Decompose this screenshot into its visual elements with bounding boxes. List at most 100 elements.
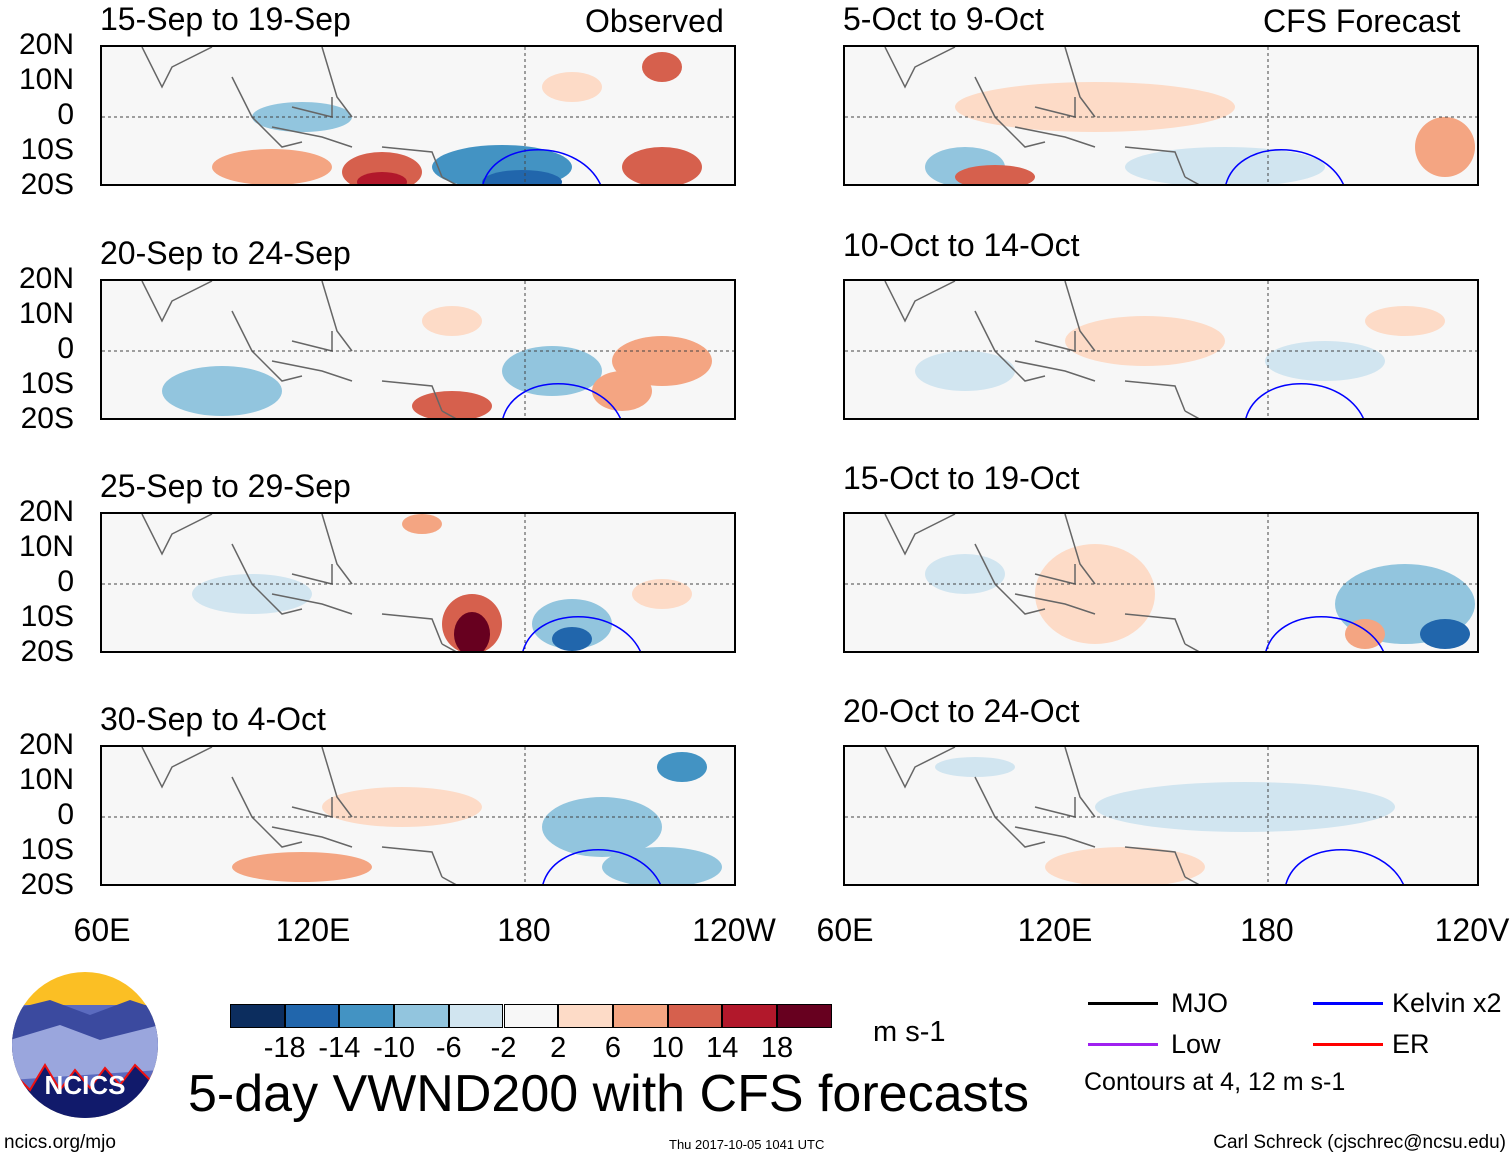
lon-label: 120E — [1017, 912, 1093, 948]
colorbar-units: m s-1 — [873, 1016, 946, 1048]
legend-line-er — [1313, 1043, 1383, 1046]
lon-label: 120W — [692, 912, 776, 948]
logo-text: NCICS — [45, 1070, 126, 1100]
colorbar-tick-label: -10 — [373, 1032, 416, 1064]
kelvin-contour — [1245, 383, 1364, 418]
anomaly-shade — [212, 149, 332, 184]
contour-note: Contours at 4, 12 m s-1 — [1084, 1068, 1346, 1096]
anomaly-shade — [542, 72, 602, 102]
lat-label: 10N — [18, 297, 74, 330]
lon-label: 60E — [73, 912, 131, 948]
anomaly-shade — [1265, 341, 1385, 381]
kelvin-contour — [1265, 616, 1384, 651]
anomaly-shade — [632, 579, 692, 609]
colorbar-tick-label: -14 — [318, 1032, 361, 1064]
colorbar-tick-label: -2 — [490, 1032, 517, 1064]
legend-line-mjo — [1088, 1002, 1158, 1005]
anomaly-shade — [642, 52, 682, 82]
lon-label: 180 — [497, 912, 551, 948]
panel-date-label: 10-Oct to 14-Oct — [843, 227, 1080, 263]
footer-url: ncics.org/mjo — [4, 1132, 116, 1153]
anomaly-shade — [1415, 117, 1475, 177]
lat-label: 0 — [57, 98, 74, 131]
kelvin-contour — [542, 849, 661, 884]
kelvin-contour — [1285, 849, 1404, 884]
panel-date-label: 5-Oct to 9-Oct — [843, 1, 1044, 37]
colorbar-swatch — [558, 1004, 613, 1028]
anomaly-shade — [915, 351, 1015, 391]
anomaly-shade — [925, 554, 1005, 594]
anomaly-shade — [1420, 619, 1470, 649]
colorbar-swatch — [503, 1004, 559, 1028]
colorbar-swatch — [230, 1004, 285, 1028]
anomaly-shade — [1035, 544, 1155, 644]
panel-date-label: 20-Oct to 24-Oct — [843, 693, 1080, 729]
legend-line-kelvin — [1313, 1002, 1383, 1005]
colorbar-swatch — [612, 1004, 668, 1028]
colorbar-swatch — [722, 1004, 777, 1028]
lat-label: 20N — [18, 28, 74, 61]
anomaly-shade — [622, 147, 702, 184]
legend-line-low — [1088, 1043, 1158, 1046]
lon-label: 180 — [1240, 912, 1294, 948]
anomaly-shade — [955, 165, 1035, 184]
anomaly-shade — [357, 172, 407, 184]
map-panel — [100, 512, 736, 653]
lat-label: 10S — [20, 600, 74, 633]
colorbar-swatch — [777, 1004, 832, 1028]
footer-credit: Carl Schreck (cjschrec@ncsu.edu) — [1213, 1132, 1506, 1153]
lat-label: 20S — [20, 402, 74, 435]
anomaly-shade — [1345, 619, 1385, 649]
anomaly-shade — [542, 797, 662, 857]
colorbar-swatch — [339, 1004, 395, 1028]
anomaly-shade — [402, 514, 442, 534]
kelvin-contour — [502, 383, 621, 418]
panel-date-label: 25-Sep to 29-Sep — [100, 468, 351, 504]
colorbar-tick-label: -18 — [263, 1032, 306, 1064]
colorbar-tick-label: 14 — [706, 1032, 739, 1064]
anomaly-shade — [422, 306, 482, 336]
colorbar-tick-label: 2 — [550, 1032, 567, 1064]
colorbar-swatch — [667, 1004, 723, 1028]
colorbar-tick-label: 6 — [604, 1032, 621, 1064]
panel-date-label: 30-Sep to 4-Oct — [100, 701, 326, 737]
colorbar-tick-label: -6 — [435, 1032, 462, 1064]
anomaly-shade — [192, 574, 312, 614]
anomaly-shade — [412, 391, 492, 418]
anomaly-shade — [935, 757, 1015, 777]
anomaly-shade — [552, 627, 592, 651]
lat-label: 10N — [18, 63, 74, 96]
lon-label: 120E — [275, 912, 351, 948]
lon-label: 120V — [1434, 912, 1510, 948]
lon-label: 60E — [816, 912, 874, 948]
lat-label: 10S — [20, 367, 74, 400]
lat-label: 10N — [18, 763, 74, 796]
anomaly-shade — [322, 787, 482, 827]
anomaly-shade — [1365, 306, 1445, 336]
legend-label: MJO — [1171, 988, 1228, 1018]
footer-timestamp: Thu 2017-10-05 1041 UTC — [669, 1137, 825, 1152]
anomaly-shade — [612, 336, 712, 386]
panel-source-label: CFS Forecast — [1263, 3, 1461, 39]
lat-label: 20S — [20, 168, 74, 201]
anomaly-shade — [502, 346, 602, 396]
map-panel — [100, 279, 736, 420]
colorbar-tick-label: 10 — [651, 1032, 684, 1064]
map-panel — [100, 745, 736, 886]
lat-label: 10S — [20, 833, 74, 866]
panel-source-label: Observed — [585, 3, 724, 39]
lat-label: 0 — [57, 565, 74, 598]
kelvin-contour — [522, 616, 641, 651]
figure-title: 5-day VWND200 with CFS forecasts — [188, 1065, 1029, 1123]
ncics-logo: NCICS — [10, 970, 160, 1120]
lat-label: 10S — [20, 133, 74, 166]
map-panel — [843, 512, 1479, 653]
legend-label: ER — [1392, 1029, 1430, 1059]
anomaly-shade — [1045, 847, 1205, 884]
lat-label: 20N — [18, 262, 74, 295]
anomaly-shade — [1095, 782, 1395, 832]
map-panel — [100, 45, 736, 186]
lat-label: 10N — [18, 530, 74, 563]
lat-label: 20S — [20, 635, 74, 668]
anomaly-shade — [657, 752, 707, 782]
